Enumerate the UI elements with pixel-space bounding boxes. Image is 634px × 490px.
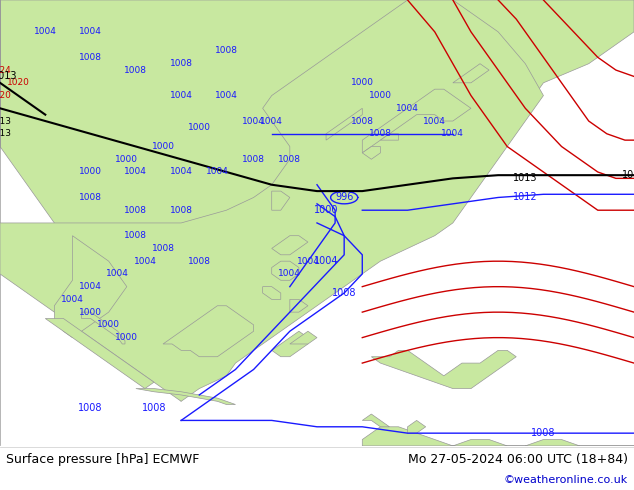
Text: 0013: 0013 bbox=[0, 72, 16, 81]
Text: 1012: 1012 bbox=[513, 193, 538, 202]
Polygon shape bbox=[55, 236, 127, 338]
Text: 1004: 1004 bbox=[134, 257, 157, 266]
Text: 1008: 1008 bbox=[170, 206, 193, 215]
Text: 1004: 1004 bbox=[314, 256, 339, 266]
Text: 1008: 1008 bbox=[79, 403, 103, 413]
Text: 1004: 1004 bbox=[61, 295, 84, 304]
Polygon shape bbox=[362, 427, 634, 446]
Text: 1008: 1008 bbox=[152, 244, 174, 253]
Polygon shape bbox=[326, 108, 362, 140]
Text: 1013: 1013 bbox=[0, 129, 11, 138]
Text: 1004: 1004 bbox=[297, 257, 320, 266]
Text: 1008: 1008 bbox=[124, 206, 147, 215]
Text: 1013: 1013 bbox=[0, 117, 11, 125]
Text: Surface pressure [hPa] ECMWF: Surface pressure [hPa] ECMWF bbox=[6, 453, 199, 466]
Text: 1008: 1008 bbox=[170, 59, 193, 68]
Text: 1020: 1020 bbox=[7, 78, 30, 87]
Text: 1008: 1008 bbox=[142, 403, 166, 413]
Text: 1008: 1008 bbox=[188, 257, 210, 266]
Text: ©weatheronline.co.uk: ©weatheronline.co.uk bbox=[504, 475, 628, 485]
Text: 1013: 1013 bbox=[513, 173, 538, 183]
Polygon shape bbox=[272, 191, 290, 210]
Text: 1004: 1004 bbox=[170, 91, 193, 100]
Polygon shape bbox=[290, 299, 308, 312]
Polygon shape bbox=[362, 414, 389, 427]
Text: 1008: 1008 bbox=[124, 66, 147, 74]
Text: 1004: 1004 bbox=[278, 270, 301, 278]
Polygon shape bbox=[372, 350, 516, 389]
Text: 1000: 1000 bbox=[351, 78, 374, 87]
Text: 1004: 1004 bbox=[441, 129, 464, 138]
Text: Mo 27-05-2024 06:00 UTC (18+84): Mo 27-05-2024 06:00 UTC (18+84) bbox=[408, 453, 628, 466]
Text: 1013: 1013 bbox=[622, 170, 634, 180]
Polygon shape bbox=[136, 389, 235, 405]
Text: 1008: 1008 bbox=[332, 288, 356, 298]
Text: 1008: 1008 bbox=[124, 231, 147, 240]
Text: 1004: 1004 bbox=[242, 117, 265, 125]
Polygon shape bbox=[380, 134, 399, 140]
Text: 1008: 1008 bbox=[531, 428, 555, 438]
Text: 1004: 1004 bbox=[170, 168, 193, 176]
Text: 1000: 1000 bbox=[314, 205, 339, 215]
Polygon shape bbox=[45, 318, 154, 389]
Polygon shape bbox=[408, 420, 425, 433]
Text: 1004: 1004 bbox=[79, 27, 102, 36]
Polygon shape bbox=[0, 0, 634, 446]
Polygon shape bbox=[262, 287, 281, 299]
Text: 1008: 1008 bbox=[79, 193, 102, 202]
Text: 1004: 1004 bbox=[215, 91, 238, 100]
Text: 1008: 1008 bbox=[278, 155, 301, 164]
Text: 1000: 1000 bbox=[115, 333, 138, 342]
Text: 1004: 1004 bbox=[124, 168, 147, 176]
Text: 1000: 1000 bbox=[369, 91, 392, 100]
Polygon shape bbox=[362, 147, 380, 159]
Polygon shape bbox=[272, 236, 308, 255]
Text: 1004: 1004 bbox=[261, 117, 283, 125]
Polygon shape bbox=[0, 0, 543, 401]
Text: 1000: 1000 bbox=[188, 123, 210, 132]
Text: 1008: 1008 bbox=[351, 117, 374, 125]
Polygon shape bbox=[272, 331, 308, 357]
Text: 1008: 1008 bbox=[242, 155, 265, 164]
Text: 1008: 1008 bbox=[369, 129, 392, 138]
Text: 1000: 1000 bbox=[115, 155, 138, 164]
Polygon shape bbox=[82, 312, 125, 344]
Text: 1000: 1000 bbox=[152, 142, 174, 151]
Text: 996: 996 bbox=[335, 193, 353, 202]
Text: 1004: 1004 bbox=[34, 27, 56, 36]
Text: 1004: 1004 bbox=[424, 117, 446, 125]
Polygon shape bbox=[362, 89, 471, 153]
Text: 1000: 1000 bbox=[97, 320, 120, 329]
Polygon shape bbox=[290, 331, 317, 344]
Text: 1000: 1000 bbox=[79, 168, 102, 176]
Text: 1004: 1004 bbox=[107, 270, 129, 278]
Text: 1008: 1008 bbox=[215, 47, 238, 55]
Text: 1000: 1000 bbox=[79, 308, 102, 317]
Polygon shape bbox=[163, 306, 254, 357]
Text: 1020: 1020 bbox=[0, 91, 11, 100]
Text: 1004: 1004 bbox=[79, 282, 102, 291]
Text: 1004: 1004 bbox=[206, 168, 229, 176]
Polygon shape bbox=[272, 261, 299, 280]
Text: 1024: 1024 bbox=[0, 66, 11, 74]
Text: 1004: 1004 bbox=[396, 104, 419, 113]
Text: 1008: 1008 bbox=[79, 53, 102, 62]
Polygon shape bbox=[453, 64, 489, 83]
